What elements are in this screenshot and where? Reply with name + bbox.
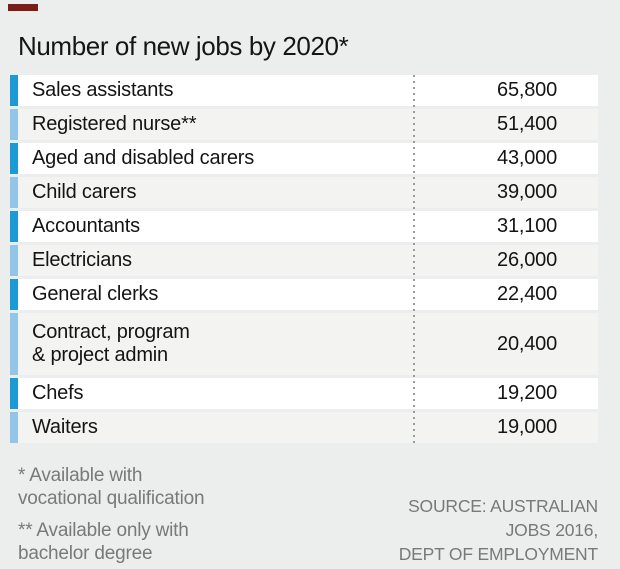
- job-label: Waiters: [32, 416, 98, 438]
- footnotes: * Available with vocational qualification…: [18, 464, 205, 569]
- row-accent-bar: [10, 279, 18, 310]
- table-row: Waiters 19,000: [10, 412, 598, 443]
- table-row: Sales assistants 65,800: [10, 75, 598, 106]
- job-label: Aged and disabled carers: [32, 147, 255, 169]
- table-row: Electricians 26,000: [10, 245, 598, 276]
- row-accent-bar: [10, 245, 18, 276]
- job-value: 39,000: [497, 181, 557, 203]
- job-value: 65,800: [497, 79, 557, 101]
- job-value: 19,000: [497, 416, 557, 438]
- row-accent-bar: [10, 177, 18, 208]
- row-accent-bar: [10, 211, 18, 242]
- job-label: Sales assistants: [32, 79, 174, 101]
- job-label: Child carers: [32, 181, 137, 203]
- table-row: Aged and disabled carers 43,000: [10, 143, 598, 174]
- table-row: Contract, program & project admin 20,400: [10, 313, 598, 375]
- row-accent-bar: [10, 109, 18, 140]
- table-row: General clerks 22,400: [10, 279, 598, 310]
- job-value: 43,000: [497, 147, 557, 169]
- row-accent-bar: [10, 313, 18, 375]
- column-separator-dotted-line: [413, 75, 415, 443]
- table-row: Chefs 19,200: [10, 378, 598, 409]
- table-row: Registered nurse** 51,400: [10, 109, 598, 140]
- job-label: Accountants: [32, 215, 140, 237]
- job-value: 19,200: [497, 382, 557, 404]
- accent-top-mark: [8, 4, 38, 11]
- row-accent-bar: [10, 378, 18, 409]
- jobs-table: Sales assistants 65,800 Registered nurse**…: [10, 75, 598, 443]
- job-value: 20,400: [497, 332, 557, 355]
- table-row: Child carers 39,000: [10, 177, 598, 208]
- row-accent-bar: [10, 75, 18, 106]
- table-row: Accountants 31,100: [10, 211, 598, 242]
- job-value: 51,400: [497, 113, 557, 135]
- row-accent-bar: [10, 143, 18, 174]
- job-label: Registered nurse**: [32, 113, 197, 135]
- job-label: Electricians: [32, 249, 132, 271]
- job-label: Chefs: [32, 382, 84, 404]
- source-credit: SOURCE: AUSTRALIAN JOBS 2016, DEPT OF EMPL…: [398, 496, 599, 564]
- row-accent-bar: [10, 412, 18, 443]
- job-value: 22,400: [497, 283, 557, 305]
- job-value: 31,100: [497, 215, 557, 237]
- chart-title: Number of new jobs by 2020*: [18, 31, 349, 62]
- footnote-vocational: * Available with vocational qualification: [18, 465, 205, 509]
- job-value: 26,000: [497, 249, 557, 271]
- footnote-bachelor: ** Available only with bachelor degree: [18, 520, 189, 564]
- job-label: Contract, program & project admin: [32, 321, 190, 366]
- job-label: General clerks: [32, 283, 159, 305]
